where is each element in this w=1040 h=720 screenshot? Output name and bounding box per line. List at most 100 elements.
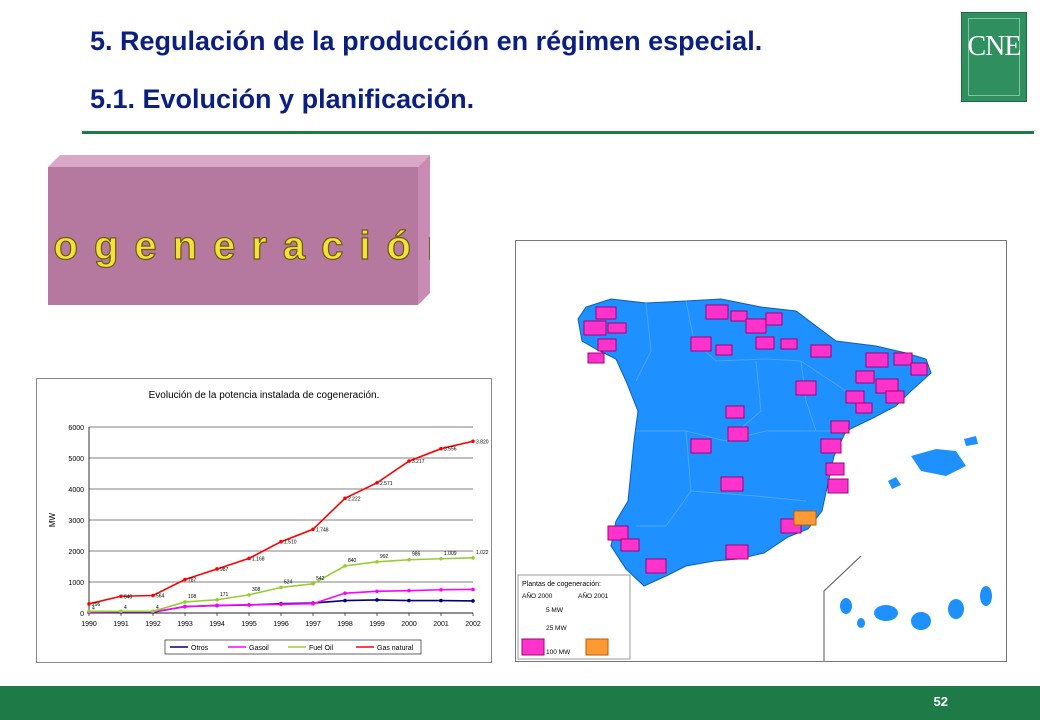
data-label: 4 <box>92 605 95 611</box>
data-point-fuel-oil <box>87 609 91 614</box>
data-point-fuel-oil <box>439 556 443 561</box>
ibiza-shape <box>888 477 901 489</box>
y-tick-label: 1000 <box>68 580 84 587</box>
x-tick-label: 1992 <box>145 621 161 628</box>
data-label: 1.168 <box>252 556 265 562</box>
canary-inset-divider <box>823 555 862 661</box>
data-point-gas-natural <box>215 567 219 571</box>
logo-text: CNE <box>967 31 1022 62</box>
data-point-gas-natural <box>279 539 283 544</box>
x-tick-label: 1998 <box>337 621 353 628</box>
data-point-fuel-oil <box>247 593 251 597</box>
data-point-gasoil <box>311 601 315 606</box>
data-label: 108 <box>188 594 197 600</box>
data-label: 2.571 <box>380 481 393 487</box>
chart-series-group <box>87 439 475 615</box>
data-point-gas-natural <box>247 556 251 561</box>
plant-marker-2001 <box>793 510 817 526</box>
data-label: 3.820 <box>476 439 489 445</box>
x-tick-label: 2001 <box>433 621 449 628</box>
map-legend-size-5: 5 MW <box>546 607 564 614</box>
x-tick-label: 1994 <box>209 621 225 628</box>
data-point-gas-natural <box>471 439 475 444</box>
data-point-gas-natural <box>343 496 347 501</box>
map-legend-title: Plantas de cogeneración: <box>522 581 601 588</box>
data-point-fuel-oil <box>279 585 283 590</box>
y-tick-label: 6000 <box>68 425 84 432</box>
data-label: 986 <box>412 552 421 558</box>
chart-y-axis-label: MW <box>48 512 57 527</box>
menorca-shape <box>964 436 978 446</box>
chart-title: Evolución de la potencia instalada de co… <box>149 390 380 401</box>
data-label: 2.222 <box>348 496 361 502</box>
data-point-fuel-oil <box>119 609 123 614</box>
data-point-gas-natural <box>183 577 187 582</box>
data-label: 987 <box>220 567 229 573</box>
logo-frame <box>968 18 1020 96</box>
data-point-fuel-oil <box>343 564 347 568</box>
data-point-fuel-oil <box>375 560 379 564</box>
data-point-otros <box>407 598 411 603</box>
legend-label-otros: Otros <box>191 645 209 652</box>
series-line-gas-natural <box>88 440 474 605</box>
data-point-gasoil <box>279 602 283 607</box>
y-tick-label: 4000 <box>68 487 84 494</box>
data-point-gasoil <box>183 605 187 609</box>
x-tick-label: 2002 <box>465 621 481 628</box>
map-legend: Plantas de cogeneración: AÑO 2000 AÑO 20… <box>517 574 631 660</box>
data-label: 840 <box>348 558 357 564</box>
data-label: 3.217 <box>412 459 425 465</box>
data-point-fuel-oil <box>311 581 315 586</box>
cne-logo: CNE <box>961 12 1027 102</box>
data-point-otros <box>343 598 347 603</box>
chart-data-labels: 4 4 4 108 171 308 524 542 840 992 986 1.009 1.022 296… <box>92 439 489 611</box>
banner-side-face <box>418 155 430 305</box>
data-label: 787 <box>188 578 197 584</box>
data-label: 524 <box>284 579 293 585</box>
data-point-gas-natural <box>311 527 315 532</box>
data-point-gasoil <box>343 591 347 595</box>
data-label: 1.022 <box>476 550 489 556</box>
x-tick-label: 1995 <box>241 621 257 628</box>
data-point-gas-natural <box>439 446 443 451</box>
data-label: 171 <box>220 592 229 598</box>
x-tick-label: 1997 <box>305 621 321 628</box>
data-label: 1.748 <box>316 527 329 533</box>
data-point-fuel-oil <box>407 557 411 562</box>
legend-label-gasoil: Gasoil <box>249 645 269 652</box>
data-label: 542 <box>316 576 325 582</box>
x-tick-label: 1991 <box>113 621 129 628</box>
data-point-gasoil <box>215 603 219 608</box>
data-point-gasoil <box>471 587 475 592</box>
data-point-fuel-oil <box>215 597 219 602</box>
map-legend-size-25: 25 MW <box>546 625 567 632</box>
data-point-gas-natural <box>151 593 155 598</box>
legend-label-fuel-oil: Fuel Oil <box>309 645 334 652</box>
x-tick-label: 1990 <box>81 621 97 628</box>
map-legend-year-2000: AÑO 2000 <box>522 591 553 600</box>
data-point-gasoil <box>247 603 251 607</box>
map-legend-year-2001: AÑO 2001 <box>578 591 609 600</box>
banner-text: Cogeneración <box>48 224 430 268</box>
chart-gridlines <box>89 426 473 614</box>
data-label: 4 <box>124 605 127 611</box>
data-point-gas-natural <box>119 594 123 599</box>
y-tick-label: 5000 <box>68 456 84 463</box>
canary-islands <box>840 586 992 630</box>
data-point-gas-natural <box>407 459 411 463</box>
data-label: 540 <box>124 594 133 600</box>
spain-cogeneration-map: Plantas de cogeneración: AÑO 2000 AÑO 20… <box>517 298 992 661</box>
chart-legend: Otros Gasoil Fuel Oil Gas natural <box>164 639 422 655</box>
data-point-gasoil <box>439 587 443 592</box>
data-point-gasoil <box>407 588 411 593</box>
data-label: 4 <box>156 605 159 611</box>
cogeneracion-banner: Cogeneración <box>48 155 430 305</box>
data-point-gas-natural <box>375 481 379 485</box>
header-rule <box>82 131 1034 134</box>
cogeneration-line-chart: Evolución de la potencia instalada de co… <box>48 390 489 655</box>
slide-title: 5. Regulación de la producción en régime… <box>90 26 763 56</box>
map-legend-marker-2001 <box>585 638 609 656</box>
data-point-gas-natural <box>87 602 91 606</box>
data-point-gasoil <box>375 589 379 594</box>
banner-top-face <box>48 155 430 167</box>
